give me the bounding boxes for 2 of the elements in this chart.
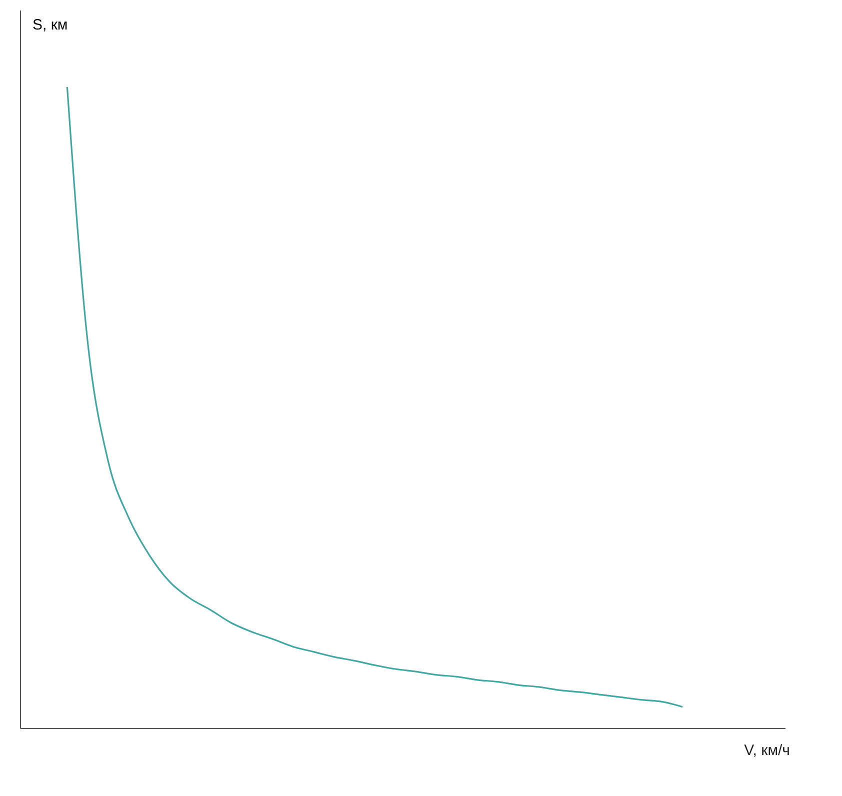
y-axis-title: S, км (32, 16, 68, 34)
x-axis-title: V, км/ч (744, 742, 790, 759)
